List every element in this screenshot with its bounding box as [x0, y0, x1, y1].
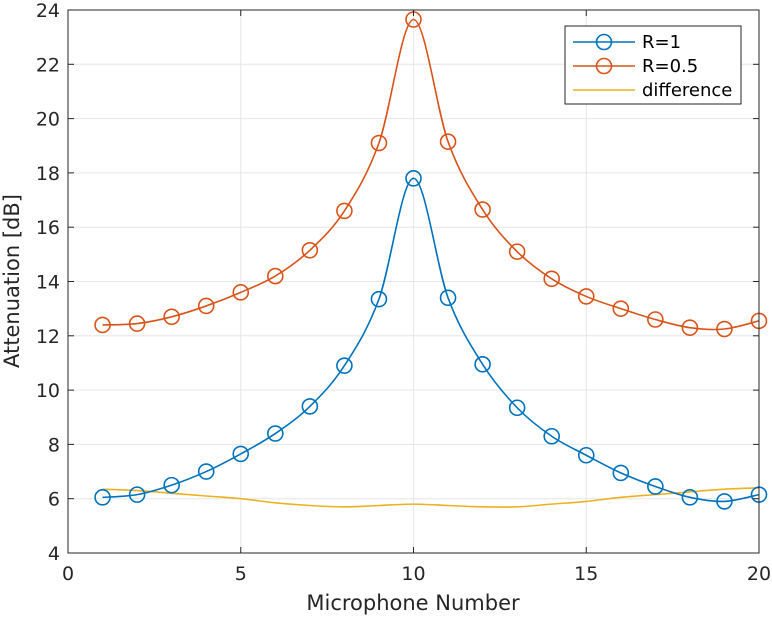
series-line: [102, 177, 760, 503]
x-tick-label: 15: [574, 563, 598, 585]
data-point: [508, 399, 526, 417]
data-point: [543, 270, 561, 288]
y-tick-label: 14: [36, 272, 60, 294]
data-point: [612, 464, 630, 482]
data-point: [647, 478, 664, 495]
data-point: [336, 202, 353, 220]
data-point: [474, 356, 491, 373]
data-point: [543, 427, 561, 445]
legend-swatch-marker: [595, 57, 613, 75]
series-line: [102, 18, 760, 331]
y-tick-label: 24: [36, 0, 60, 22]
data-point: [301, 398, 319, 415]
x-tick-label: 0: [62, 563, 74, 585]
data-point: [232, 284, 250, 301]
data-point: [266, 425, 284, 442]
data-point: [128, 486, 146, 503]
data-point: [128, 315, 146, 332]
legend: R=1 R=0.5 difference: [564, 25, 742, 105]
data-point: [612, 300, 630, 317]
legend-swatch-marker: [595, 33, 613, 51]
data-point: [163, 308, 180, 326]
data-point: [232, 445, 250, 463]
data-point: [94, 316, 111, 334]
data-point: [163, 476, 180, 494]
y-axis-label: Attenuation [dB]: [0, 194, 24, 368]
y-tick-label: 20: [36, 109, 60, 131]
y-tick-label: 18: [36, 163, 60, 185]
y-tick-label: 16: [36, 217, 60, 239]
data-point: [681, 489, 699, 506]
x-axis-label: Microphone Number: [306, 591, 520, 615]
data-point: [716, 493, 733, 510]
data-point: [94, 489, 111, 506]
x-tick-label: 20: [747, 563, 771, 585]
data-point: [716, 320, 733, 338]
x-tick-label: 10: [401, 563, 425, 585]
legend-item: difference: [573, 80, 732, 101]
legend-item: R=0.5: [573, 56, 698, 77]
data-point: [405, 170, 422, 187]
data-point: [577, 446, 595, 464]
y-tick-label: 6: [48, 489, 60, 511]
data-point: [197, 297, 215, 315]
data-point: [336, 357, 353, 374]
y-tick-label: 12: [36, 326, 60, 348]
legend-box: [564, 25, 742, 105]
legend-label: R=1: [642, 32, 681, 53]
axis-ticks: 0 5 10 15 20 4 6 8 10 12 14 16 18 20 22 24: [36, 0, 771, 585]
data-point: [439, 289, 457, 307]
data-point: [474, 201, 491, 218]
series-r-1: [94, 170, 768, 510]
data-point: [370, 134, 388, 152]
x-tick-label: 5: [235, 563, 247, 585]
data-point: [647, 311, 664, 328]
data-point: [439, 133, 457, 150]
legend-label: R=0.5: [642, 56, 698, 77]
y-tick-label: 8: [48, 434, 60, 456]
series-difference: [102, 487, 760, 508]
data-point: [266, 267, 284, 285]
series-layer: [94, 11, 768, 510]
legend-item: R=1: [573, 32, 681, 53]
data-point: [508, 243, 526, 260]
data-point: [681, 319, 699, 336]
data-point: [301, 241, 319, 259]
data-point: [577, 288, 595, 305]
data-point: [197, 463, 215, 480]
series-line: [102, 487, 760, 508]
y-tick-label: 4: [48, 543, 60, 565]
y-tick-label: 10: [36, 380, 60, 402]
data-point: [370, 290, 388, 308]
y-tick-label: 22: [36, 54, 60, 76]
legend-label: difference: [642, 80, 732, 101]
